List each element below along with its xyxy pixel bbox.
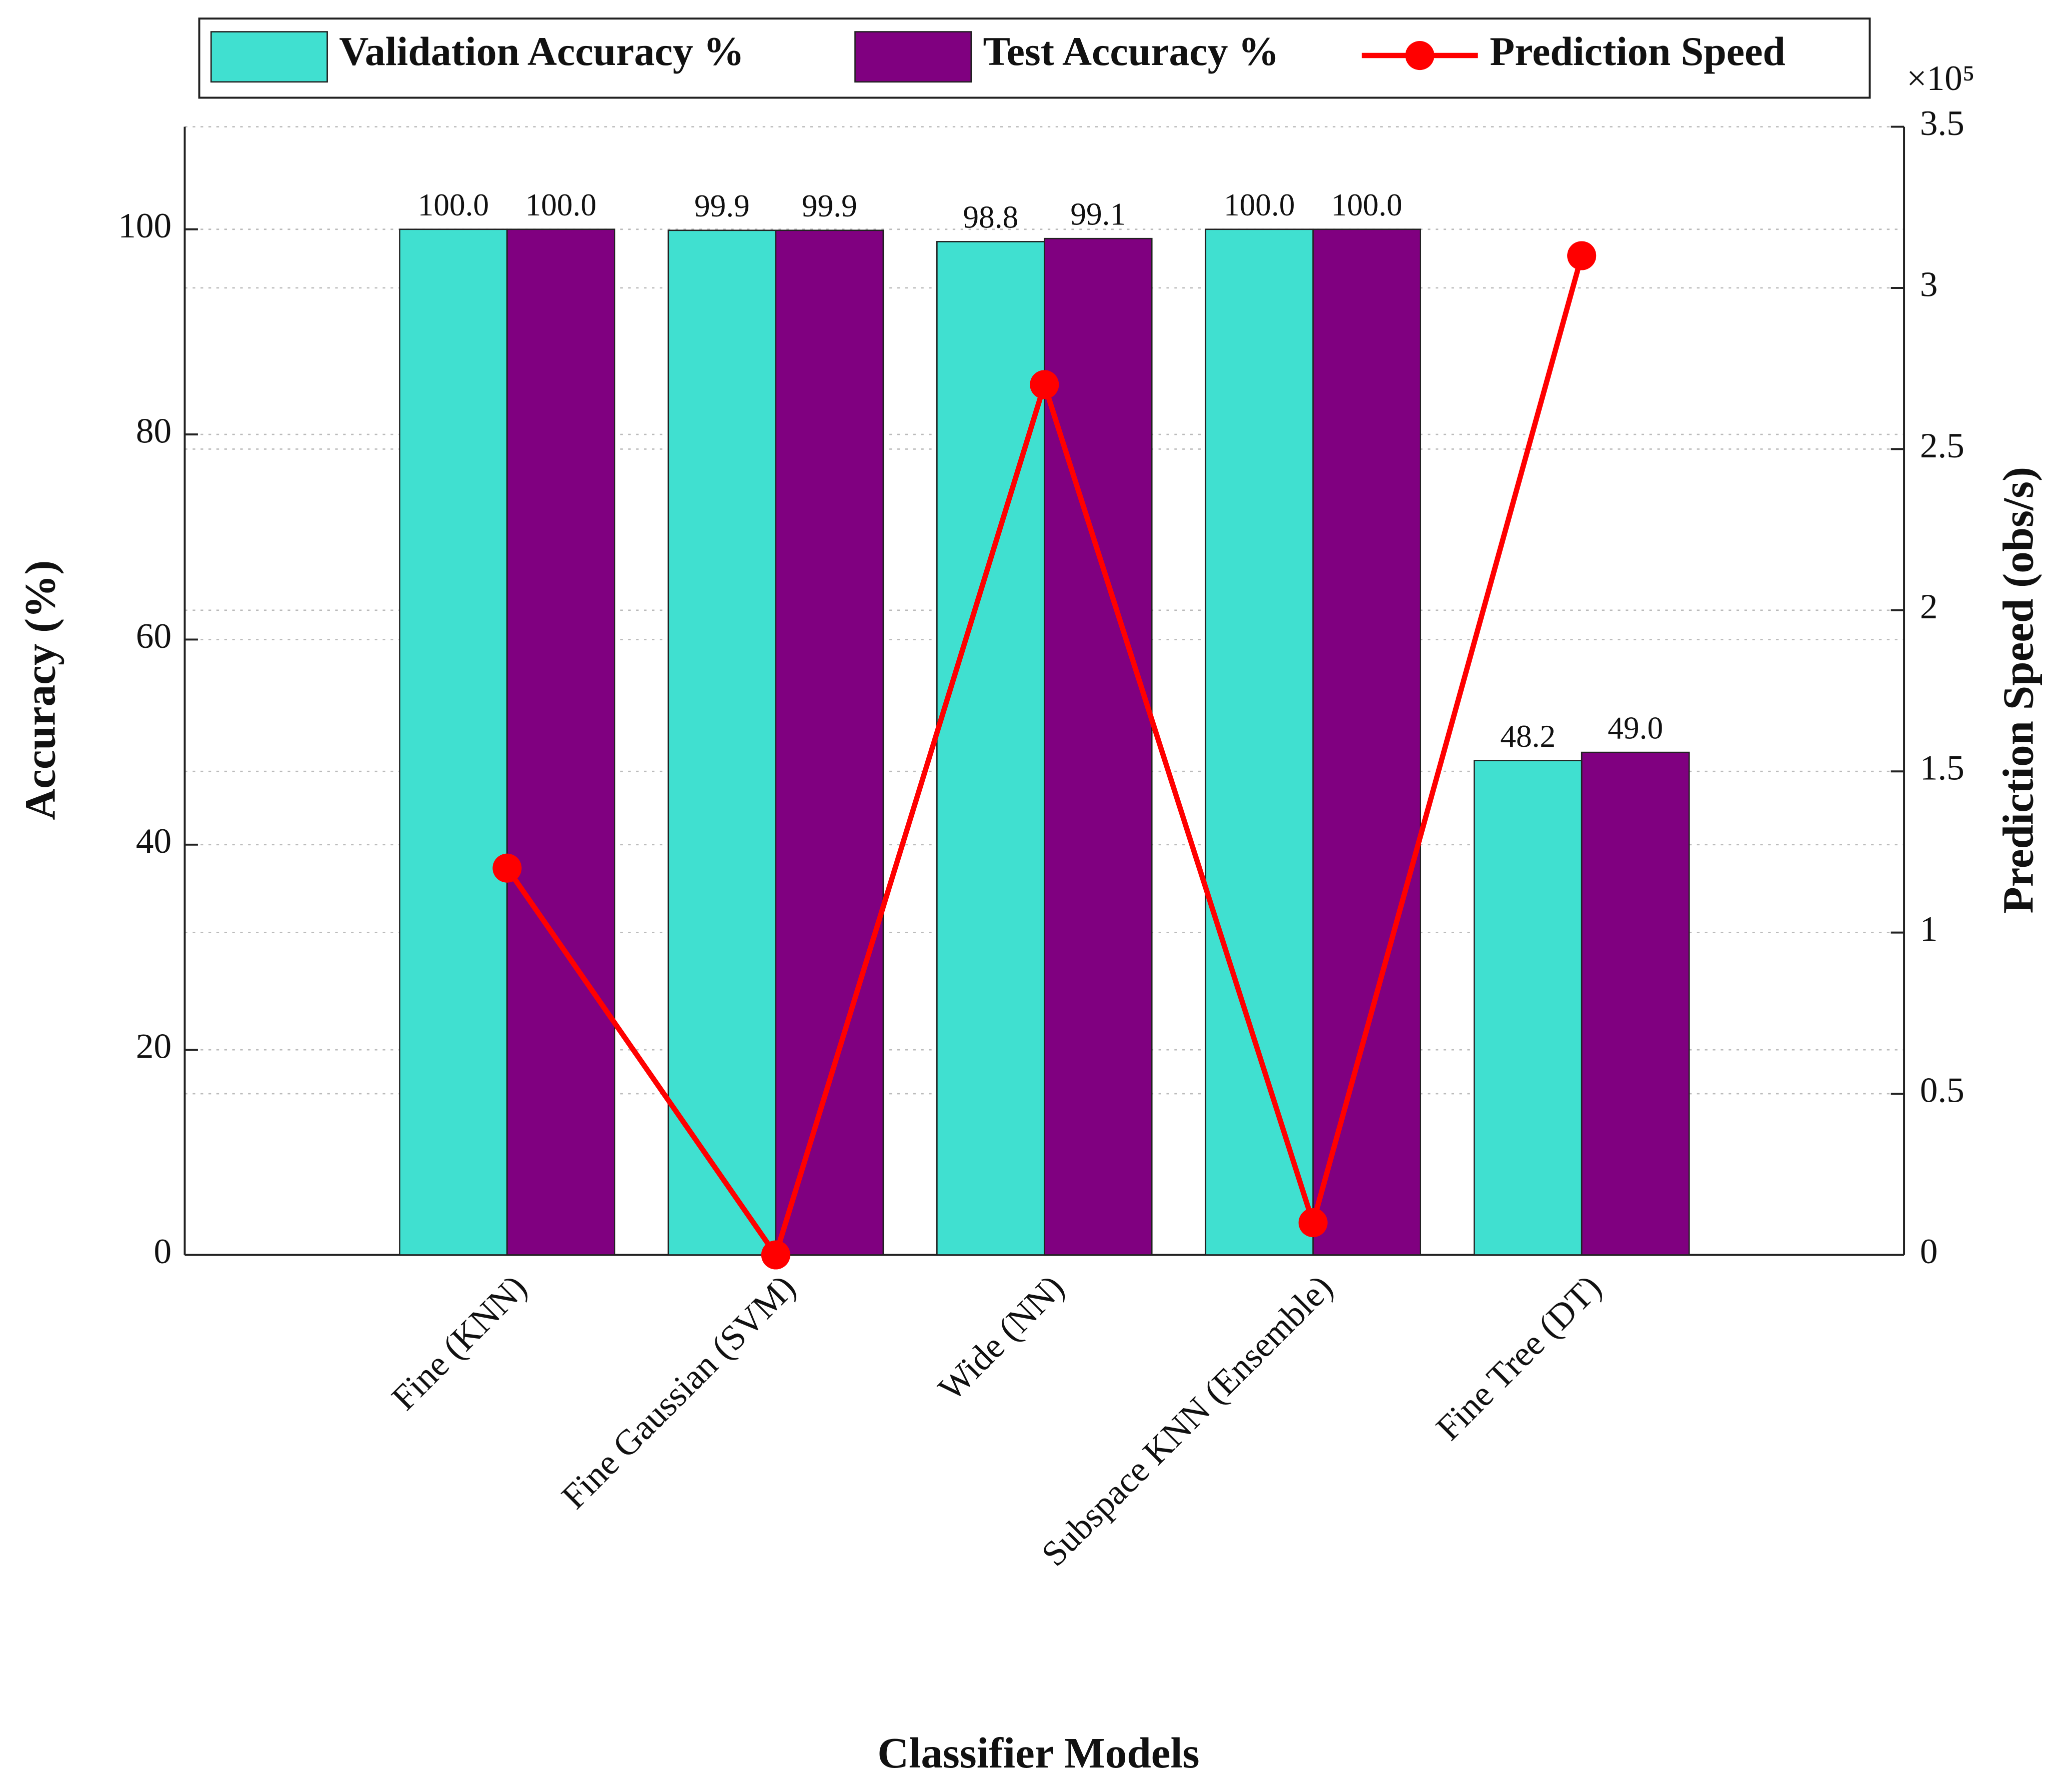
legend-label: Validation Accuracy %: [339, 28, 744, 74]
speed-marker: [1030, 370, 1059, 399]
y-tick-label: 40: [136, 821, 171, 861]
x-axis-title: Classifier Models: [877, 1729, 1199, 1777]
value-label: 48.2: [1500, 719, 1556, 754]
y2-tick-label: 0.5: [1920, 1070, 1965, 1110]
legend-marker: [1405, 40, 1435, 70]
y-axis-title: Accuracy (%): [16, 560, 64, 820]
y2-tick-label: 3: [1920, 264, 1938, 304]
legend-box: [198, 17, 1871, 99]
y-tick-label: 100: [118, 206, 171, 245]
legend-swatch: [854, 31, 972, 83]
value-label: 100.0: [1224, 187, 1295, 222]
speed-marker: [761, 1240, 790, 1270]
speed-marker: [1567, 241, 1597, 270]
y2-tick-label: 0: [1920, 1232, 1938, 1271]
legend-swatch: [210, 31, 328, 83]
y2-tick-label: 1.5: [1920, 748, 1965, 788]
bar: [1205, 228, 1314, 1256]
value-label: 98.8: [963, 200, 1018, 235]
bar: [506, 228, 615, 1256]
y2-axis-title: Prediction Speed (obs/s): [1994, 467, 2043, 914]
y2-tick-label: 2.5: [1920, 426, 1965, 465]
y-tick-label: 0: [154, 1232, 172, 1271]
bar: [1473, 760, 1583, 1256]
speed-marker: [492, 853, 522, 883]
y2-scale-label: ×10⁵: [1907, 58, 1975, 98]
legend-label: Prediction Speed: [1490, 28, 1786, 74]
value-label: 99.9: [802, 188, 857, 223]
y-tick-label: 20: [136, 1027, 171, 1066]
bar: [775, 229, 884, 1256]
value-label: 49.0: [1608, 710, 1663, 745]
y-tick-label: 60: [136, 616, 171, 656]
y2-tick-label: 3.5: [1920, 103, 1965, 143]
speed-marker: [1298, 1208, 1328, 1238]
value-label: 99.1: [1070, 197, 1126, 232]
legend-label: Test Accuracy %: [983, 28, 1279, 74]
bar: [936, 241, 1045, 1256]
bar: [1312, 228, 1422, 1256]
value-label: 100.0: [525, 187, 597, 222]
y2-tick-label: 2: [1920, 587, 1938, 626]
value-label: 99.9: [694, 188, 750, 223]
bar: [1043, 237, 1153, 1256]
value-label: 100.0: [1331, 187, 1403, 222]
y2-tick-label: 1: [1920, 909, 1938, 949]
bar: [667, 229, 777, 1256]
bar: [399, 228, 508, 1256]
y-tick-label: 80: [136, 411, 171, 450]
bar: [1581, 751, 1690, 1256]
value-label: 100.0: [418, 187, 489, 222]
